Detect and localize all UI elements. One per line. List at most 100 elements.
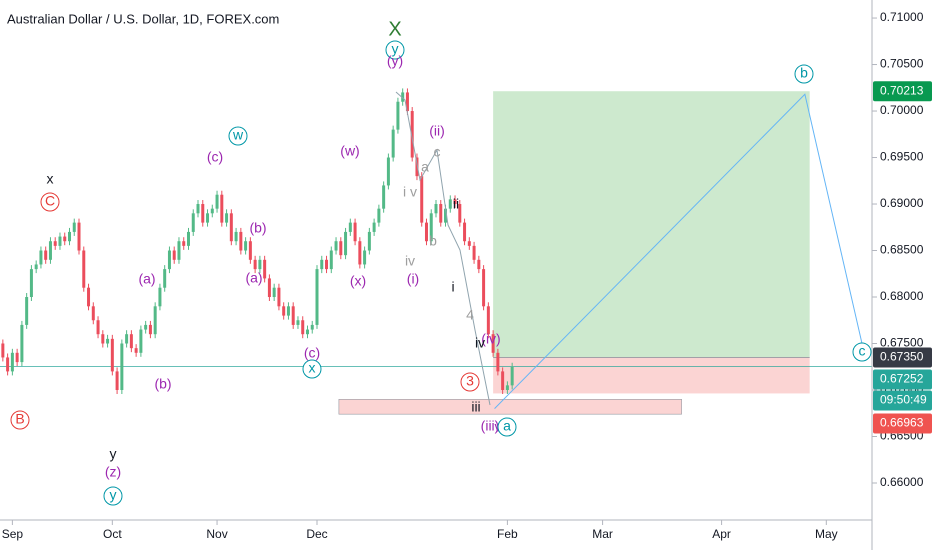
wave-label: b	[800, 65, 808, 81]
candle	[58, 236, 62, 246]
candle	[106, 338, 110, 344]
candle	[229, 213, 233, 242]
wave-circle	[497, 417, 517, 437]
price-badge-label: 0.70213	[880, 83, 924, 97]
candle	[310, 324, 314, 330]
candle	[439, 204, 443, 223]
wave-circle	[40, 192, 60, 212]
loss-zone	[493, 357, 810, 394]
countdown: 09:50:49	[880, 393, 927, 407]
candle	[467, 241, 471, 246]
candle	[282, 306, 286, 316]
candle	[115, 371, 119, 390]
wave-label: 4	[466, 307, 474, 323]
candle	[267, 278, 271, 298]
y-tick-label: 0.67500	[880, 336, 924, 350]
price-badge	[873, 413, 932, 434]
candle	[253, 259, 257, 270]
candle	[315, 269, 319, 325]
wave-label: (a)	[138, 271, 155, 287]
wave-label: (w)	[340, 143, 359, 159]
candle	[510, 366, 514, 386]
candle	[367, 231, 371, 251]
wave-label: 3	[466, 373, 474, 389]
candle	[429, 213, 433, 242]
candle	[34, 264, 38, 270]
candle	[6, 357, 10, 372]
x-tick-label: Mar	[592, 527, 613, 541]
candle	[72, 222, 76, 232]
wave-label: a	[503, 418, 511, 434]
candle	[491, 334, 495, 353]
candle	[496, 352, 500, 372]
candle	[448, 199, 452, 209]
candle	[139, 329, 143, 353]
candle	[339, 241, 343, 256]
candle	[177, 241, 181, 260]
y-tick-label: 0.70500	[880, 57, 924, 71]
wave-label: b	[429, 233, 437, 249]
wave-circle	[385, 40, 405, 60]
candle	[258, 259, 262, 270]
wave-label: C	[45, 193, 55, 209]
candle	[239, 231, 243, 251]
wave-label: (y)	[387, 53, 403, 69]
candle	[248, 241, 252, 260]
candle	[277, 287, 281, 307]
price-badge-label: 0.66963	[880, 416, 924, 430]
candle	[96, 320, 100, 335]
x-tick-label: Feb	[497, 527, 518, 541]
candle	[505, 385, 509, 390]
candle	[501, 371, 505, 390]
candle	[191, 213, 195, 232]
candle	[482, 269, 486, 307]
candle	[372, 222, 376, 232]
candle	[272, 287, 276, 298]
wave-label: (c)	[304, 345, 320, 361]
candle	[305, 329, 309, 335]
candle	[29, 269, 33, 298]
candle	[386, 157, 390, 186]
candle	[225, 213, 229, 223]
zone	[338, 398, 682, 415]
wave-label: c	[434, 144, 441, 160]
wave-label: (a)	[245, 270, 262, 286]
candle	[472, 245, 476, 260]
price-badge	[873, 369, 932, 390]
wave-label: w	[232, 127, 244, 143]
candle	[148, 324, 152, 335]
wave-label: i	[451, 279, 454, 295]
candle	[434, 204, 438, 214]
candle	[163, 269, 167, 288]
candle	[444, 208, 448, 223]
x-tick-label: Apr	[712, 527, 731, 541]
candle	[144, 324, 148, 330]
candle	[20, 324, 24, 363]
wave-circle	[852, 342, 872, 362]
candle	[396, 101, 400, 130]
candle	[196, 204, 200, 214]
wave-label: (c)	[207, 149, 223, 165]
candle	[215, 194, 219, 209]
wave-label: x	[47, 171, 54, 187]
candle	[353, 222, 357, 242]
price-badge-label: 0.67252	[880, 372, 924, 386]
candle	[410, 111, 414, 158]
y-tick-label: 0.68500	[880, 243, 924, 257]
candle	[48, 241, 52, 260]
candle	[44, 250, 48, 260]
candle	[391, 129, 395, 158]
candle	[458, 204, 462, 223]
wave-label: c	[859, 343, 866, 359]
y-tick-label: 0.68000	[880, 289, 924, 303]
wave-label: y	[392, 41, 399, 57]
candle	[158, 287, 162, 307]
countdown-badge	[873, 390, 932, 411]
wave-label: (z)	[105, 464, 121, 480]
wave-circle	[460, 372, 480, 392]
candle	[153, 306, 157, 335]
candle	[382, 185, 386, 209]
wave-circle	[10, 410, 30, 430]
